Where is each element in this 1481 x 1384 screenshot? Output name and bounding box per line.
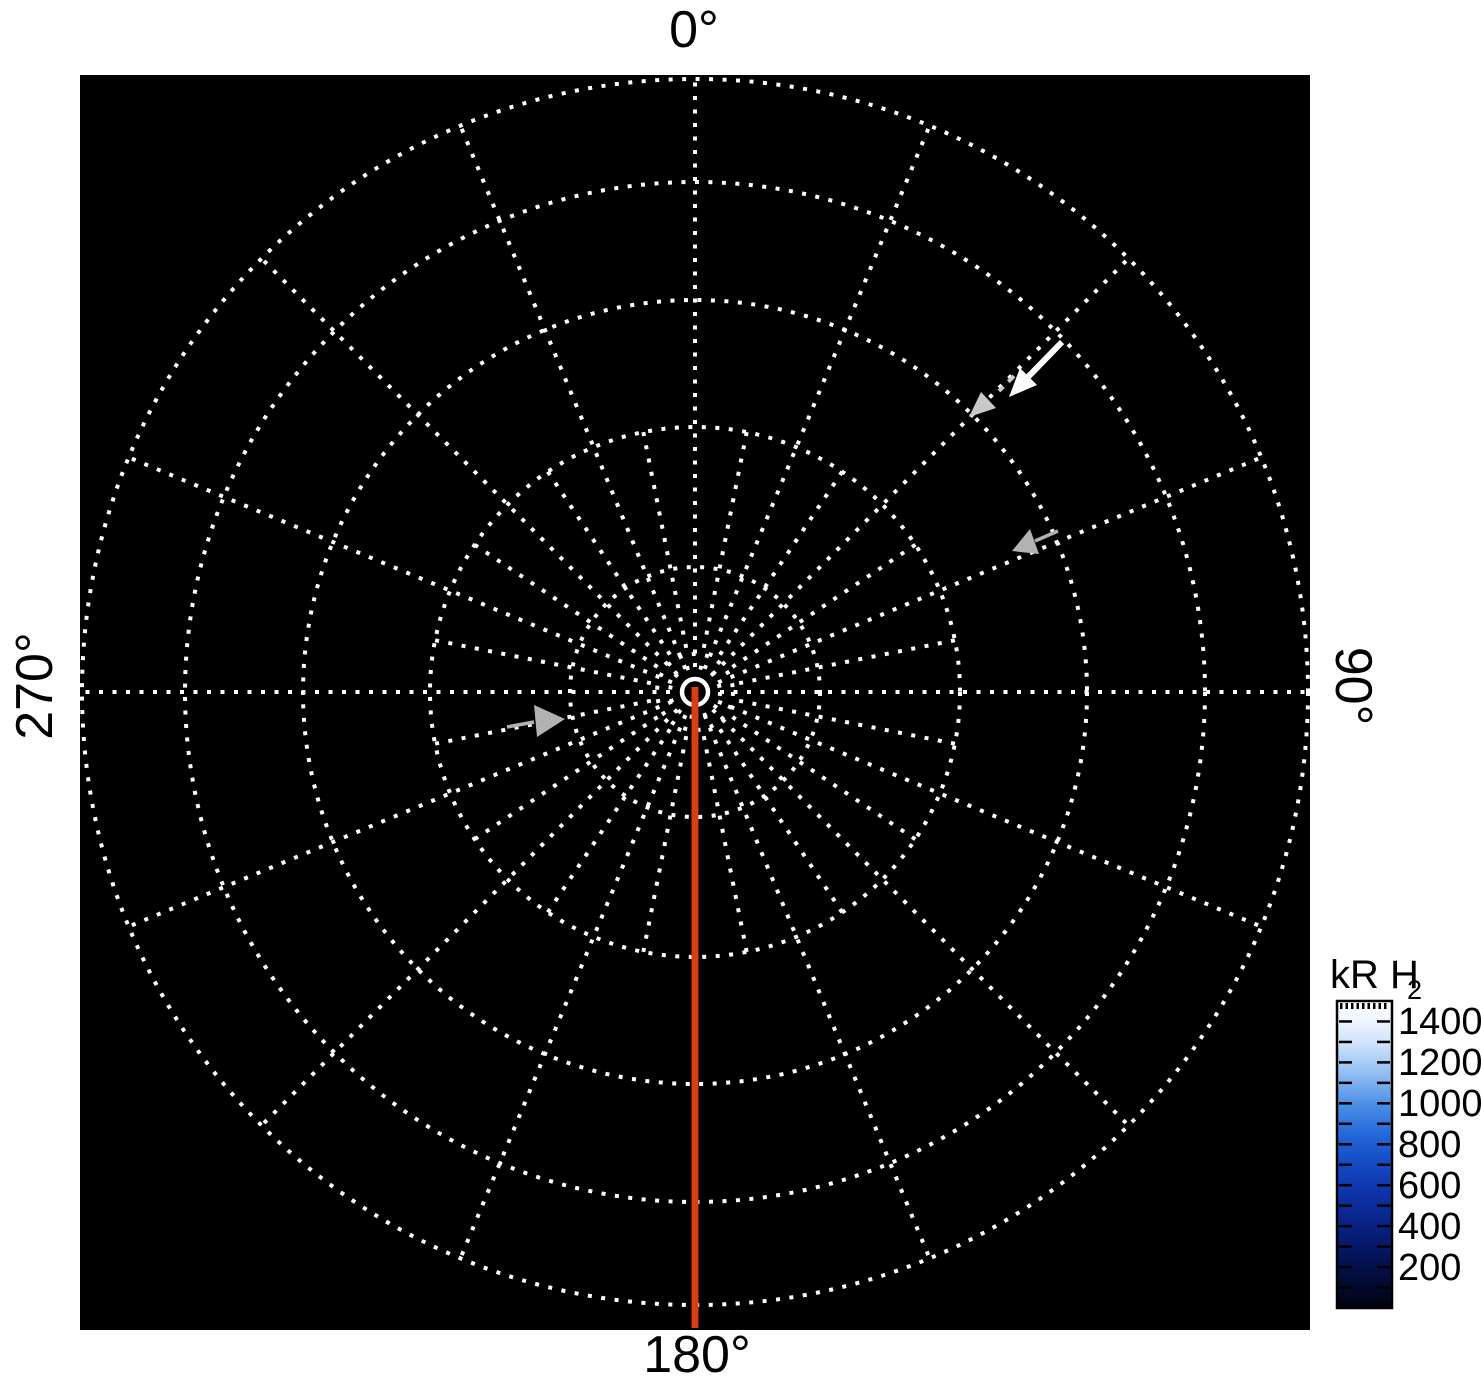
colorbar-tick-1000: 1000 [1398, 1083, 1481, 1125]
grid-spoke [718, 728, 844, 914]
grid-spoke [127, 699, 673, 929]
grid-spoke [717, 455, 1263, 685]
grid-spoke [731, 543, 917, 669]
grid-spoke [711, 257, 1130, 676]
grid-spoke [473, 715, 659, 841]
colorbar-tick-400: 400 [1398, 1206, 1461, 1248]
grid-circle [183, 180, 1207, 1204]
colorbar-tick-200: 200 [1398, 1247, 1461, 1289]
grid-spoke [702, 714, 932, 1260]
colorbar-title: kR H [1330, 953, 1419, 997]
grid-spoke [738, 638, 956, 686]
gray-arrow-east-head [1012, 529, 1039, 554]
grid-spoke [458, 714, 688, 1260]
white-arrow-head [1009, 368, 1037, 397]
grid-spoke [717, 699, 1263, 929]
angle-label-180: 180° [643, 1326, 751, 1384]
gray-dashed-arrow-tail [997, 374, 1016, 393]
gray-arrow-west-tail [506, 720, 535, 729]
grid-spoke [458, 124, 688, 670]
colorbar-gradient-bar [1335, 999, 1394, 1310]
gray-arrow-east-tail [1034, 529, 1059, 543]
colorbar-title-subscript: 2 [1407, 975, 1422, 1005]
annotation-arrows [506, 339, 1065, 737]
grid-spoke [260, 708, 679, 1127]
grid-spoke [718, 470, 844, 656]
grid-spoke [701, 735, 749, 953]
grid-spoke [738, 698, 956, 746]
grid-circle [655, 652, 735, 732]
angle-label-270: 270° [6, 632, 64, 740]
grid-spoke [434, 638, 652, 686]
grid-spoke [641, 431, 689, 649]
colorbar-tick-1200: 1200 [1398, 1042, 1481, 1084]
grid-circle [80, 77, 1310, 1307]
grid-spoke [702, 124, 932, 670]
colorbar-ticks [1339, 1020, 1390, 1289]
grid-spoke [546, 470, 672, 656]
grid-circle [428, 425, 962, 959]
grid-spoke [127, 455, 673, 685]
angle-label-90: 90° [1324, 647, 1382, 726]
grid-spoke [731, 715, 917, 841]
grid-spoke [260, 257, 679, 676]
grid-circle [568, 565, 822, 819]
colorbar-tick-800: 800 [1398, 1124, 1461, 1166]
polar-grid [80, 77, 1310, 1307]
grid-spoke [701, 431, 749, 649]
angle-label-0: 0° [669, 1, 719, 59]
gray-dashed-arrow-head [969, 392, 996, 417]
colorbar-tick-600: 600 [1398, 1165, 1461, 1207]
grid-spoke [546, 728, 672, 914]
grid-spoke [641, 735, 689, 953]
grid-spoke [473, 543, 659, 669]
colorbar: kR H 2 1400 1200 1000 800 600 400 200 [1330, 953, 1481, 1310]
white-arrow-tail [1025, 339, 1065, 380]
grid-spoke [711, 708, 1130, 1127]
colorbar-tick-1400: 1400 [1398, 1001, 1481, 1043]
gray-arrow-west-head [534, 705, 565, 737]
